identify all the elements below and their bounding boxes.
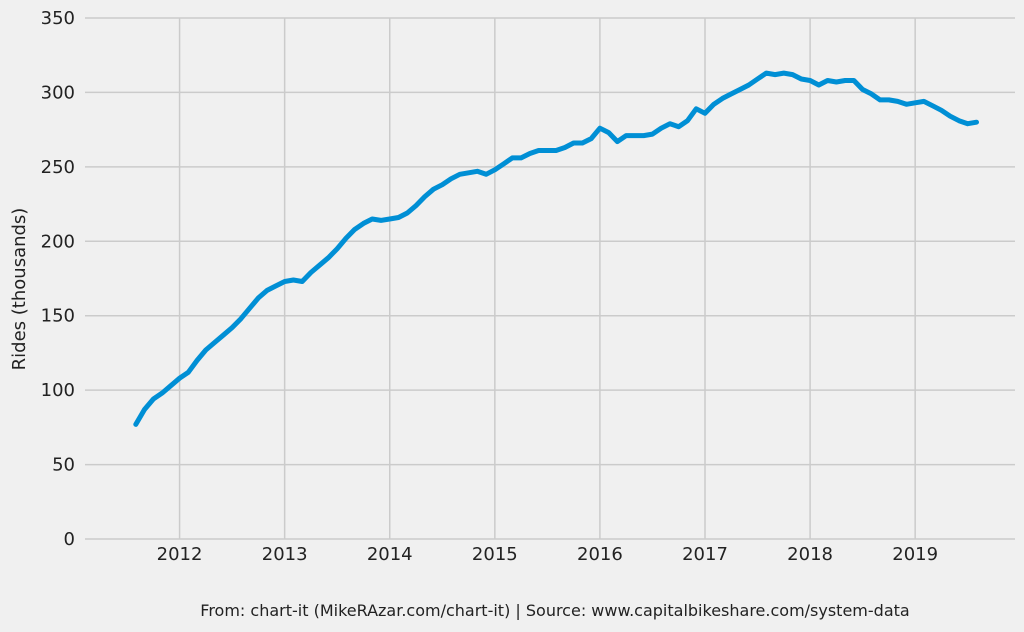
x-tick-label: 2016 [577, 544, 623, 565]
y-tick-labels: 0 50 100 150 200 250 300 350 [41, 8, 75, 550]
x-tick-label: 2014 [367, 544, 413, 565]
x-tick-label: 2013 [262, 544, 308, 565]
y-tick-label: 100 [41, 380, 75, 401]
y-tick-label: 300 [41, 82, 75, 103]
source-note: From: chart-it (MikeRAzar.com/chart-it) … [200, 601, 910, 620]
series-layer [133, 70, 979, 427]
x-tick-label: 2012 [157, 544, 203, 565]
y-tick-label: 50 [52, 455, 75, 476]
y-tick-label: 250 [41, 157, 75, 178]
x-tick-label: 2017 [682, 544, 728, 565]
y-axis-label: Rides (thousands) [9, 208, 30, 371]
y-tick-label: 350 [41, 8, 75, 29]
y-tick-label: 200 [41, 231, 75, 252]
grid-lines [85, 17, 1015, 540]
series-line [133, 70, 979, 427]
x-tick-label: 2018 [787, 544, 833, 565]
y-tick-label: 0 [64, 529, 75, 550]
x-tick-label: 2015 [472, 544, 518, 565]
y-tick-label: 150 [41, 306, 75, 327]
x-tick-labels: 2012 2013 2014 2015 2016 2017 2018 2019 [157, 544, 938, 565]
x-tick-label: 2019 [892, 544, 938, 565]
